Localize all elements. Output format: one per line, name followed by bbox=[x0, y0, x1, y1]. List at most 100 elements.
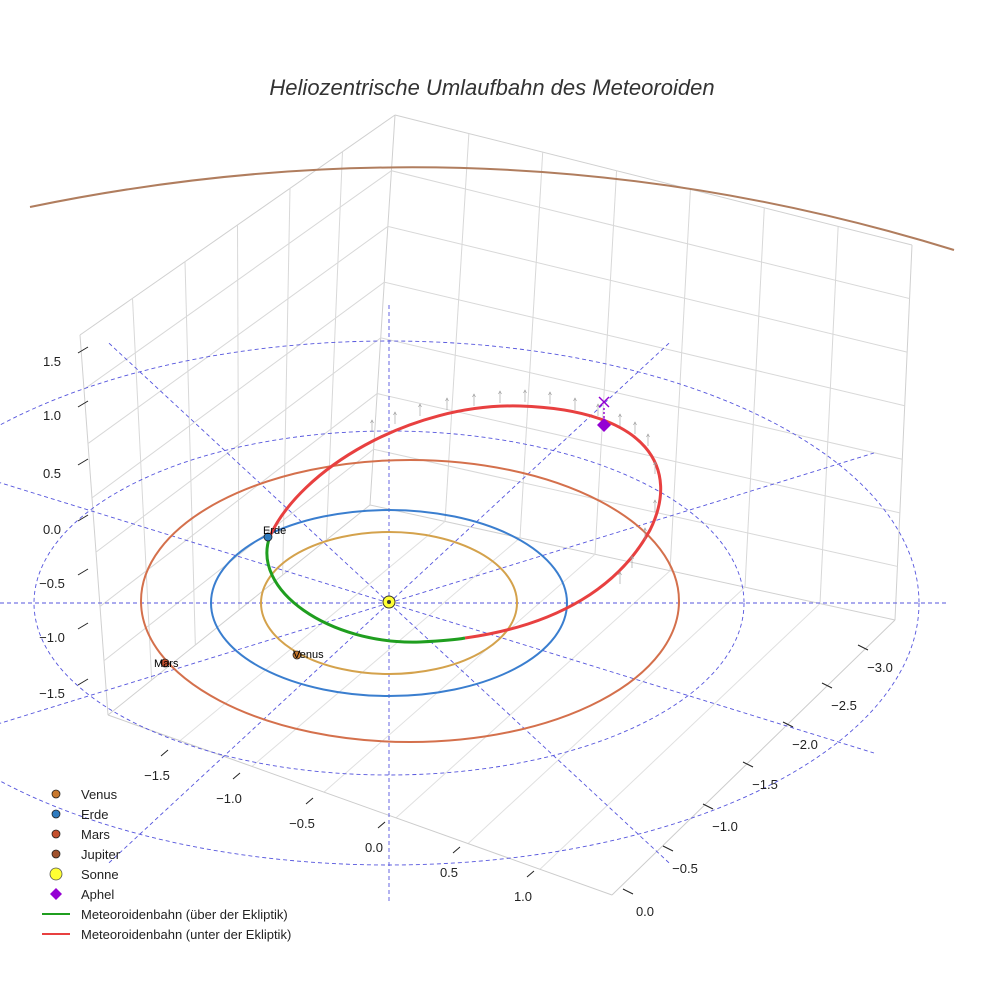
y-tick-label: −0.5 bbox=[672, 861, 698, 876]
grid-line-floor bbox=[467, 586, 746, 844]
mars-label: Mars bbox=[154, 658, 179, 670]
x-tick-mark bbox=[232, 772, 241, 780]
drop-line-arrow-icon bbox=[393, 411, 397, 416]
legend-label: Meteoroidenbahn (über der Ekliptik) bbox=[81, 907, 288, 922]
x-tick-label: −0.5 bbox=[289, 816, 315, 831]
grid-line-h bbox=[83, 170, 910, 390]
ecliptic-ray bbox=[0, 602, 390, 724]
legend-dot-icon bbox=[51, 809, 61, 819]
grid-line-right-v bbox=[819, 226, 839, 604]
meteoroid-orbit-above bbox=[265, 535, 466, 644]
drop-line-arrow-icon bbox=[370, 419, 374, 424]
z-tick-mark bbox=[77, 514, 89, 522]
grid-line-floor bbox=[323, 553, 596, 793]
y-tick-mark bbox=[662, 845, 674, 852]
grid-line-right-v bbox=[519, 152, 544, 538]
z-tick-mark bbox=[77, 458, 89, 466]
x-tick-mark bbox=[526, 870, 535, 878]
sun-center-icon bbox=[387, 600, 391, 604]
drop-line-arrow-icon bbox=[418, 403, 422, 408]
drop-line-arrow-icon bbox=[498, 390, 502, 395]
y-tick-label: 0.0 bbox=[636, 904, 654, 919]
meteoroid-orbit-below bbox=[268, 404, 663, 640]
ecliptic-ray bbox=[388, 342, 670, 604]
grid-line-h bbox=[99, 393, 900, 607]
z-tick-mark bbox=[77, 400, 89, 408]
earth-orbit bbox=[210, 509, 568, 697]
drop-line-arrow-icon bbox=[653, 461, 657, 466]
z-tick-label: 1.0 bbox=[43, 408, 61, 423]
y-tick-mark bbox=[782, 721, 794, 728]
ecliptic-ray bbox=[388, 452, 875, 604]
x-axis-ticks: −1.5 −1.0 −0.5 0.0 0.5 1.0 bbox=[144, 749, 535, 904]
grid-line-right-v bbox=[444, 133, 470, 522]
z-tick-label: 0.5 bbox=[43, 466, 61, 481]
ecliptic-ray bbox=[388, 602, 670, 864]
drop-line-arrow-icon bbox=[523, 389, 527, 394]
drop-line-arrow-icon bbox=[643, 527, 647, 532]
legend-label: Jupiter bbox=[81, 847, 121, 862]
drop-line-arrow-icon bbox=[633, 421, 637, 426]
ecliptic-ray bbox=[0, 482, 390, 604]
drop-line-arrow-icon bbox=[630, 555, 634, 560]
z-tick-label: 0.0 bbox=[43, 522, 61, 537]
ecliptic-reference bbox=[0, 303, 949, 903]
grid-line-left-v bbox=[132, 298, 153, 681]
y-tick-label: −2.5 bbox=[831, 698, 857, 713]
y-tick-label: −1.0 bbox=[712, 819, 738, 834]
x-tick-label: 1.0 bbox=[514, 889, 532, 904]
jupiter-orbit bbox=[29, 166, 955, 251]
grid-line-h bbox=[95, 337, 903, 553]
z-tick-mark bbox=[77, 346, 89, 354]
x-tick-label: 0.5 bbox=[440, 865, 458, 880]
legend-label: Venus bbox=[81, 787, 118, 802]
y-tick-mark bbox=[821, 682, 833, 689]
grid-line-right-v bbox=[669, 189, 691, 571]
mars-orbit bbox=[140, 459, 680, 743]
grid-line-left-v bbox=[184, 261, 196, 646]
y-tick-label: −1.5 bbox=[752, 777, 778, 792]
grid-line-h bbox=[87, 225, 908, 444]
ecliptic-ray bbox=[108, 342, 390, 604]
grid-line-left-v bbox=[282, 188, 291, 576]
grid-line-h bbox=[91, 281, 905, 499]
earth-label: Erde bbox=[263, 525, 286, 537]
legend-label: Aphel bbox=[81, 887, 114, 902]
y-tick-mark bbox=[702, 803, 714, 810]
chart-title: Heliozentrische Umlaufbahn des Meteoroid… bbox=[269, 75, 714, 100]
drop-line-arrow-icon bbox=[646, 433, 650, 438]
z-tick-label: −1.5 bbox=[39, 686, 65, 701]
legend-dot-icon bbox=[51, 789, 61, 799]
x-tick-label: 0.0 bbox=[365, 840, 383, 855]
z-axis-ticks: 1.5 1.0 0.5 0.0 −0.5 −1.0 −1.5 bbox=[39, 346, 89, 701]
legend-dot-icon bbox=[51, 849, 61, 859]
legend-label: Sonne bbox=[81, 867, 119, 882]
ecliptic-ray bbox=[108, 602, 390, 864]
aphel-marker bbox=[597, 418, 611, 432]
z-tick-label: −1.0 bbox=[39, 630, 65, 645]
grid-line-floor bbox=[395, 570, 671, 819]
x-tick-mark bbox=[452, 846, 461, 854]
x-tick-label: −1.5 bbox=[144, 768, 170, 783]
grid-floor-edges bbox=[107, 619, 896, 896]
drop-line-arrow-icon bbox=[573, 397, 577, 402]
venus-label: Venus bbox=[293, 649, 324, 661]
legend-label: Mars bbox=[81, 827, 110, 842]
z-tick-mark bbox=[77, 622, 89, 630]
z-tick-mark bbox=[77, 678, 89, 686]
drop-line-arrow-icon bbox=[653, 499, 657, 504]
venus-marker bbox=[292, 650, 302, 660]
grid-line-left-v bbox=[237, 224, 240, 611]
legend-diamond-icon bbox=[50, 888, 62, 900]
grid-line-right-v bbox=[744, 207, 765, 588]
grid-line-left-v bbox=[325, 151, 343, 541]
legend-sun-icon bbox=[49, 867, 63, 881]
grid-line-right-v bbox=[594, 170, 618, 555]
legend: Venus Erde Mars Jupiter Sonne Aphel Meteoroide… bbox=[42, 787, 291, 942]
mars-marker bbox=[160, 658, 170, 668]
ecliptic-ray bbox=[388, 602, 875, 754]
drop-line-arrow-icon bbox=[445, 397, 449, 402]
y-tick-mark bbox=[622, 888, 634, 895]
orbit-drop-lines bbox=[370, 389, 657, 584]
y-tick-label: −2.0 bbox=[792, 737, 818, 752]
